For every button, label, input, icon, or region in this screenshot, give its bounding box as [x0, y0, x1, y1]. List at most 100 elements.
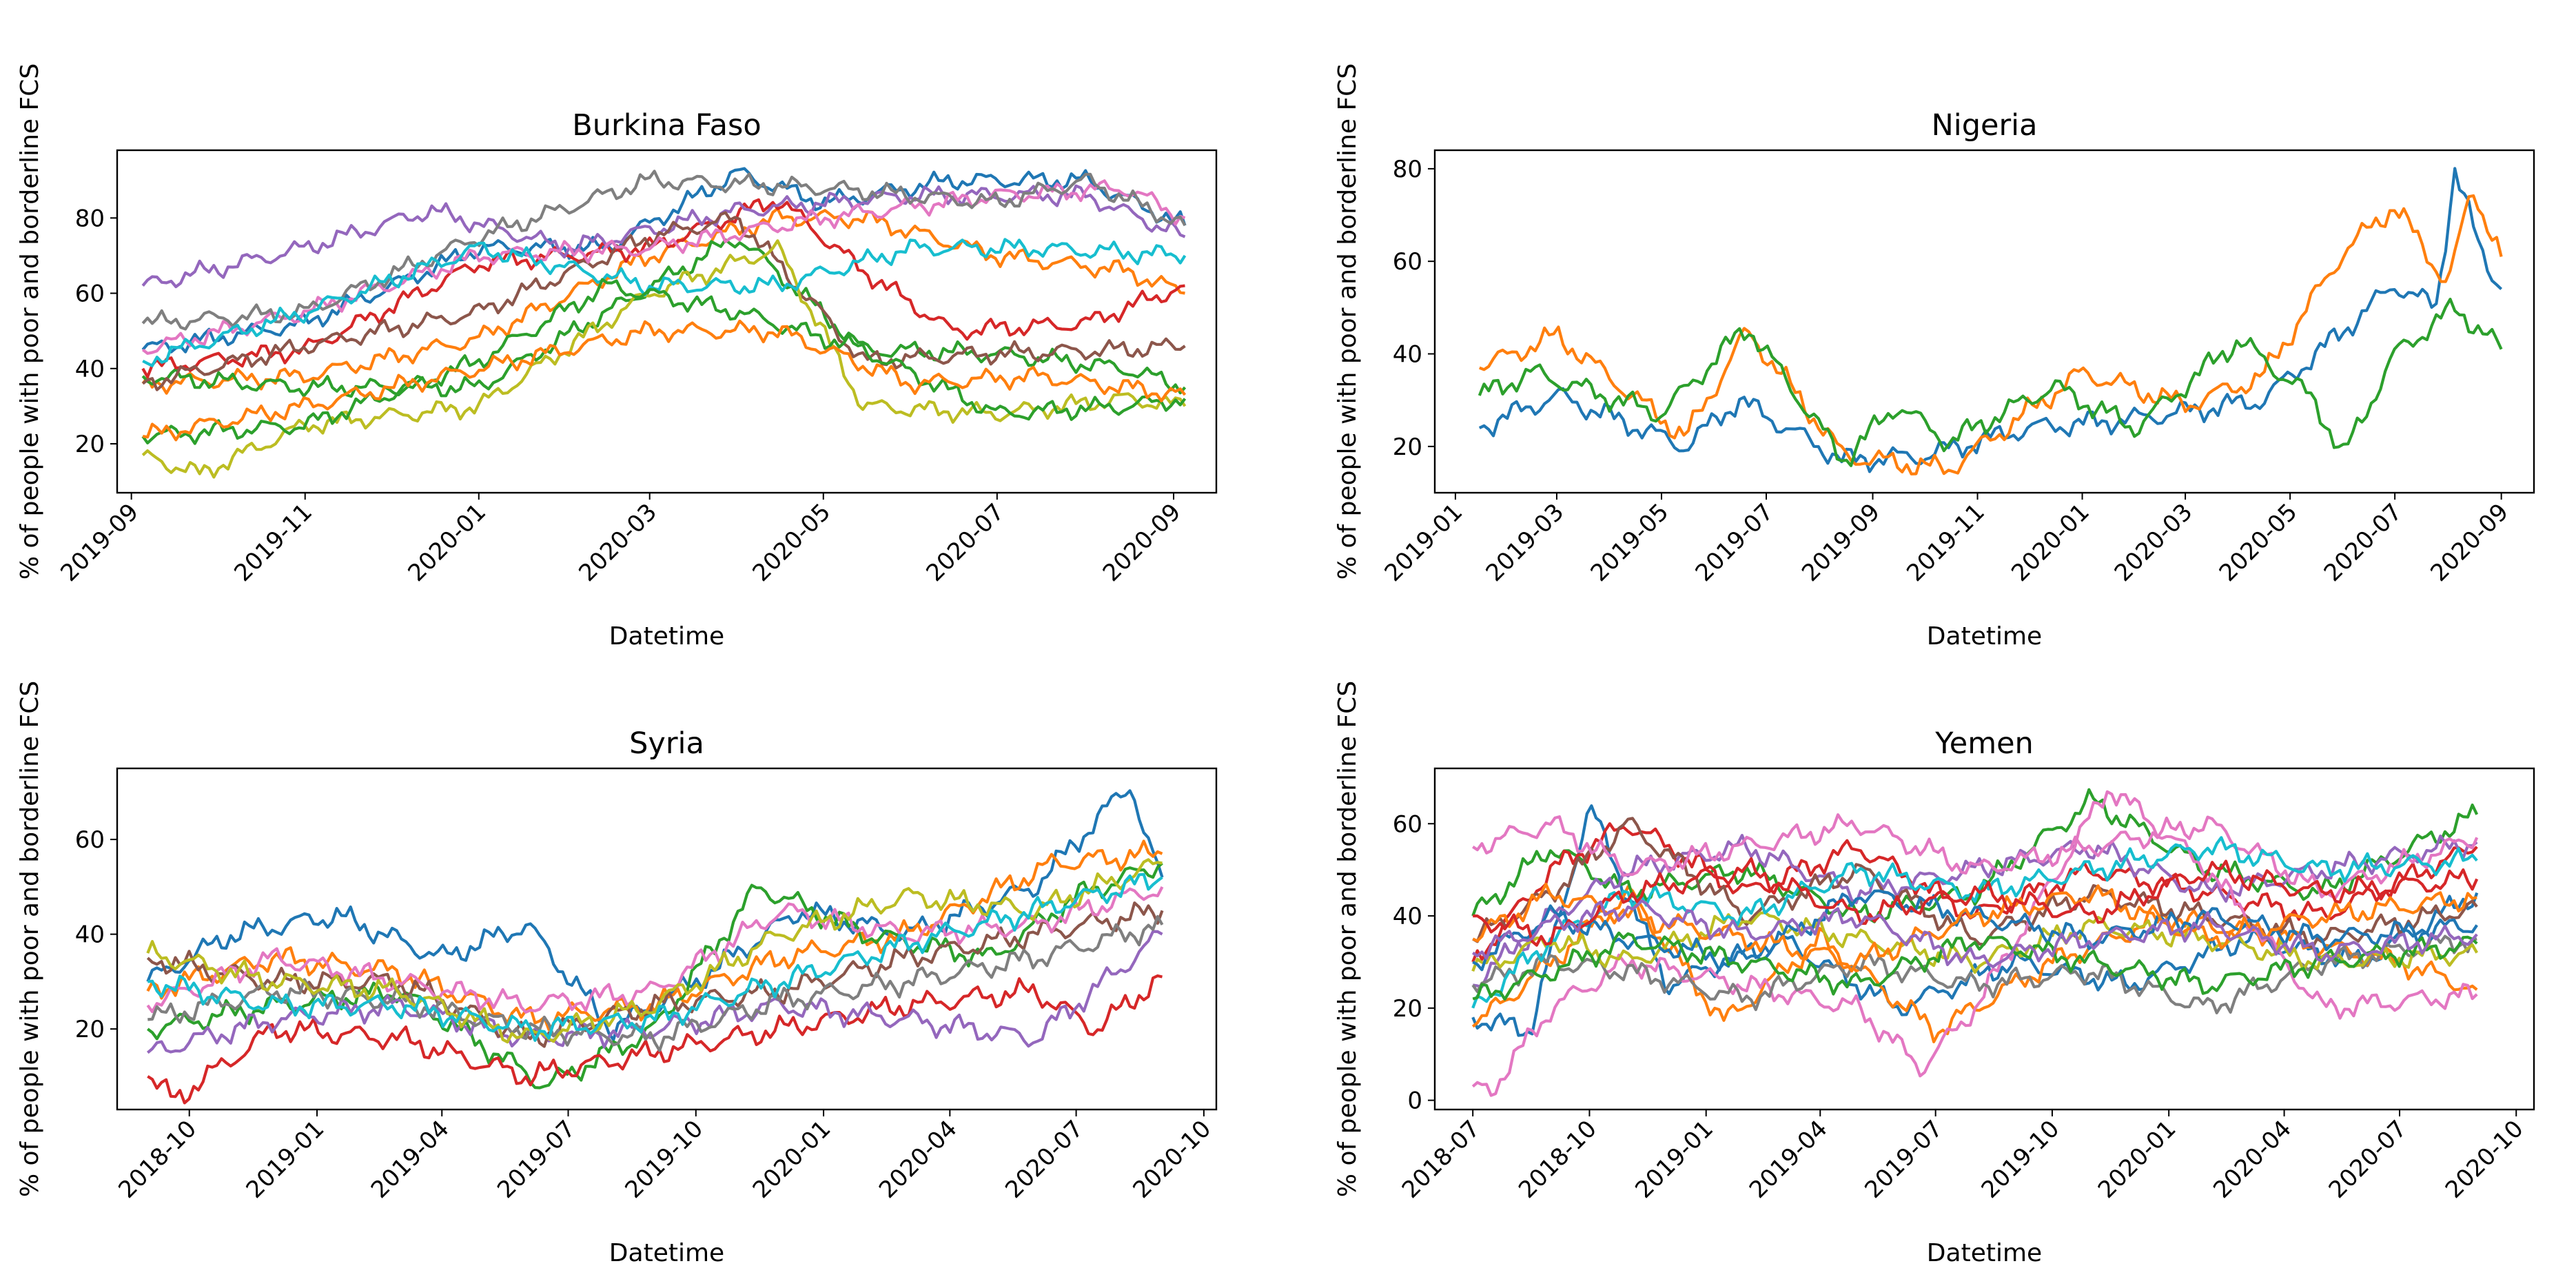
x-axis-label: Datetime	[1927, 622, 2042, 651]
x-tick-label: 2020-07	[2324, 1115, 2413, 1204]
x-tick-label: 2020-07	[1000, 1115, 1089, 1204]
series-line	[1471, 934, 2477, 1014]
x-tick-label: 2020-03	[573, 498, 662, 587]
y-tick-label: 0	[1407, 1087, 1422, 1115]
x-tick-label: 2019-09	[1797, 498, 1885, 587]
series-group	[146, 789, 1164, 1105]
x-tick-label: 2020-09	[2425, 498, 2514, 587]
series-line	[146, 901, 1164, 1048]
x-tick-label: 2019-09	[55, 498, 144, 587]
series-group	[1478, 167, 2503, 476]
x-tick-label: 2019-01	[241, 1115, 330, 1204]
x-tick-label: 2019-07	[492, 1115, 581, 1204]
y-axis-label: % of people with poor and borderline FCS	[16, 681, 44, 1197]
x-tick-label: 2020-03	[2109, 498, 2198, 587]
x-axis-label: Datetime	[609, 1239, 724, 1267]
series-line	[1472, 889, 2478, 972]
y-tick-label: 20	[1393, 433, 1422, 461]
series-line	[142, 319, 1187, 442]
series-line	[1478, 167, 2503, 473]
y-tick-label: 20	[75, 1016, 105, 1043]
panel-title: Yemen	[1934, 726, 2034, 761]
series-line	[1479, 194, 2503, 476]
x-tick-label: 2018-10	[1513, 1115, 1602, 1204]
series-line	[1478, 298, 2503, 467]
series-line	[142, 238, 1187, 367]
series-line	[1472, 931, 2478, 1001]
x-tick-label: 2020-07	[921, 498, 1010, 587]
x-axis-label: Datetime	[609, 622, 724, 651]
panel-title: Syria	[629, 726, 704, 761]
series-line	[1471, 804, 2479, 1037]
plot-frame	[116, 149, 1218, 494]
x-tick-label: 2020-01	[2093, 1115, 2182, 1204]
series-line	[1473, 857, 2479, 947]
series-line	[147, 974, 1163, 1105]
x-tick-label: 2019-11	[229, 498, 318, 587]
y-tick-label: 60	[75, 826, 105, 854]
series-line	[146, 858, 1163, 1044]
y-tick-label: 40	[75, 921, 105, 949]
series-line	[1472, 817, 2478, 950]
x-tick-label: 2019-05	[1586, 498, 1675, 587]
x-tick-label: 2020-05	[747, 498, 836, 587]
panel-yemen: 0 20 40 60 2018-07 2018-10 2019-01 2019-04 2019-…	[1333, 681, 2535, 1267]
x-tick-label: 2019-10	[1976, 1115, 2065, 1204]
series-line	[141, 211, 1186, 391]
y-tick-label: 80	[75, 205, 105, 232]
x-tick-label: 2020-07	[2319, 498, 2408, 587]
y-tick-label: 60	[1393, 248, 1422, 276]
y-tick-label: 40	[1393, 903, 1422, 930]
series-line	[141, 167, 1187, 354]
x-tick-label: 2019-01	[1630, 1115, 1719, 1204]
series-line	[141, 278, 1187, 445]
series-line	[1472, 813, 2479, 900]
y-tick-label: 40	[75, 356, 105, 383]
series-line	[1471, 790, 2478, 1097]
series-line	[141, 179, 1186, 355]
plot-frame	[1433, 149, 2535, 494]
y-tick-label: 60	[75, 280, 105, 308]
series-line	[141, 198, 1185, 379]
series-line	[146, 930, 1163, 1054]
y-tick-label: 60	[1393, 810, 1422, 838]
series-group	[1471, 788, 2479, 1097]
series-group	[141, 167, 1187, 479]
x-tick-label: 2020-10	[2440, 1115, 2529, 1204]
x-tick-label: 2019-01	[1380, 498, 1469, 587]
panel-title: Nigeria	[1932, 108, 2038, 143]
x-tick-label: 2018-07	[1397, 1115, 1486, 1204]
y-tick-label: 80	[1393, 156, 1422, 183]
panel-syria: 20 40 60 2018-10 2019-01 2019-04 2019-07 2019-1…	[16, 681, 1218, 1267]
series-line	[1471, 788, 2479, 923]
y-tick-label: 20	[75, 431, 105, 458]
panel-title: Burkina Faso	[572, 108, 761, 143]
x-tick-label: 2018-10	[113, 1115, 202, 1204]
y-axis-label: % of people with poor and borderline FCS	[1333, 63, 1362, 580]
x-tick-label: 2020-09	[1098, 498, 1187, 587]
x-tick-label: 2020-01	[2006, 498, 2095, 587]
series-line	[1472, 882, 2477, 973]
x-tick-label: 2019-07	[1690, 498, 1779, 587]
series-line	[141, 207, 1185, 395]
x-axis-label: Datetime	[1927, 1239, 2042, 1267]
series-line	[146, 886, 1164, 1014]
x-tick-label: 2020-05	[2214, 498, 2303, 587]
series-line	[146, 789, 1164, 1042]
panel-burkina-faso: 20 40 60 80 2019-09 2019-11 2020-01 2020-03 2020…	[16, 63, 1218, 651]
series-line	[146, 839, 1163, 1032]
x-tick-label: 2020-10	[1128, 1115, 1217, 1204]
x-tick-label: 2019-03	[1481, 498, 1570, 587]
x-tick-label: 2020-01	[402, 498, 491, 587]
series-line	[141, 170, 1187, 331]
x-tick-label: 2020-04	[2208, 1115, 2297, 1204]
y-tick-label: 20	[1393, 995, 1422, 1023]
x-tick-label: 2019-11	[1901, 498, 1990, 587]
plot-frame	[116, 767, 1218, 1111]
series-line	[1472, 899, 2478, 969]
y-axis-label: % of people with poor and borderline FCS	[16, 63, 44, 580]
plot-frame	[1433, 767, 2535, 1111]
x-tick-label: 2020-01	[748, 1115, 837, 1204]
